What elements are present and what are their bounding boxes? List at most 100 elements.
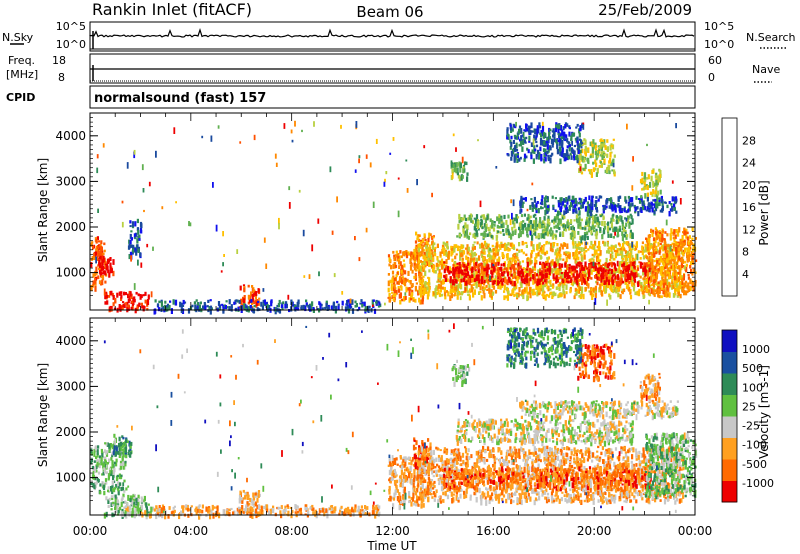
range-cell xyxy=(510,262,513,266)
sparse-cell xyxy=(532,138,535,146)
range-cell xyxy=(471,252,474,258)
range-cell xyxy=(660,270,663,276)
range-cell xyxy=(94,477,97,481)
range-cell xyxy=(618,265,621,269)
range-cell xyxy=(641,188,644,191)
range-cell xyxy=(629,276,632,280)
range-cell xyxy=(482,274,485,280)
range-cell xyxy=(624,231,627,234)
range-cell xyxy=(546,150,549,154)
range-cell xyxy=(587,220,590,224)
range-cell xyxy=(100,253,103,258)
range-cell xyxy=(100,251,103,256)
range-cell xyxy=(522,251,525,255)
range-cell xyxy=(622,275,625,278)
range-cell xyxy=(651,283,654,286)
range-cell xyxy=(625,286,629,290)
range-cell xyxy=(230,304,233,309)
range-cell xyxy=(123,291,126,296)
range-cell xyxy=(664,241,667,247)
range-cell xyxy=(129,239,132,245)
range-cell xyxy=(598,263,601,269)
range-cell xyxy=(648,243,652,249)
range-cell xyxy=(591,216,595,221)
range-cell xyxy=(121,486,124,489)
sparse-cell xyxy=(529,230,532,236)
range-cell xyxy=(620,272,623,279)
range-cell xyxy=(657,235,661,239)
range-cell xyxy=(554,270,557,275)
range-cell xyxy=(615,250,618,253)
sparse-cell xyxy=(121,200,124,204)
range-cell xyxy=(649,205,652,209)
range-cell xyxy=(560,136,563,139)
range-cell xyxy=(628,205,631,212)
range-cell xyxy=(580,204,583,209)
range-cell xyxy=(553,264,556,268)
range-cell xyxy=(302,304,305,311)
range-cell xyxy=(398,259,401,265)
range-cell xyxy=(454,260,457,265)
range-cell xyxy=(596,276,599,281)
range-cell xyxy=(630,274,633,278)
range-cell xyxy=(653,251,656,258)
range-cell xyxy=(675,287,678,292)
range-cell xyxy=(561,278,564,282)
range-cell xyxy=(666,233,669,237)
range-cell xyxy=(132,247,135,253)
range-cell xyxy=(446,278,449,282)
range-cell xyxy=(608,250,611,254)
range-cell xyxy=(691,227,694,232)
range-cell xyxy=(572,208,575,212)
range-cell xyxy=(465,263,468,267)
range-cell xyxy=(526,228,529,234)
range-cell xyxy=(661,237,664,243)
range-cell xyxy=(536,225,539,231)
range-cell xyxy=(407,270,410,276)
range-cell xyxy=(534,128,537,135)
range-cell xyxy=(588,226,591,231)
range-cell xyxy=(413,262,416,268)
range-cell xyxy=(238,299,241,304)
range-cell xyxy=(566,221,569,227)
range-cell xyxy=(455,285,458,291)
range-cell xyxy=(462,277,465,283)
range-cell xyxy=(136,218,139,224)
range-cell xyxy=(431,254,435,257)
range-cell xyxy=(129,296,132,299)
range-cell xyxy=(691,255,694,260)
range-cell xyxy=(539,261,542,265)
range-cell xyxy=(599,231,602,234)
range-cell xyxy=(512,258,516,261)
range-cell xyxy=(551,230,554,236)
range-cell xyxy=(663,246,666,251)
range-cell xyxy=(483,292,486,299)
range-cell xyxy=(456,167,459,174)
range-cell xyxy=(585,250,588,253)
range-cell xyxy=(542,250,545,254)
sparse-cell xyxy=(349,298,352,304)
range-cell xyxy=(475,230,478,236)
range-cell xyxy=(243,287,246,293)
range-cell xyxy=(375,301,378,304)
range-cell xyxy=(654,182,657,186)
range-cell xyxy=(400,264,403,269)
range-cell xyxy=(658,262,661,265)
range-cell xyxy=(463,274,466,280)
range-cell xyxy=(390,287,393,291)
range-cell xyxy=(552,205,555,208)
range-cell xyxy=(564,224,567,230)
range-cell xyxy=(625,210,628,214)
range-cell xyxy=(661,229,665,233)
range-cell xyxy=(647,284,650,288)
range-cell xyxy=(335,305,338,312)
range-cell xyxy=(109,443,112,448)
range-cell xyxy=(552,128,555,133)
range-cell xyxy=(398,288,401,293)
range-cell xyxy=(494,289,498,294)
range-cell xyxy=(583,231,587,236)
range-cell xyxy=(577,231,580,235)
range-cell xyxy=(128,296,131,301)
range-cell xyxy=(583,270,586,273)
range-cell xyxy=(575,260,578,266)
